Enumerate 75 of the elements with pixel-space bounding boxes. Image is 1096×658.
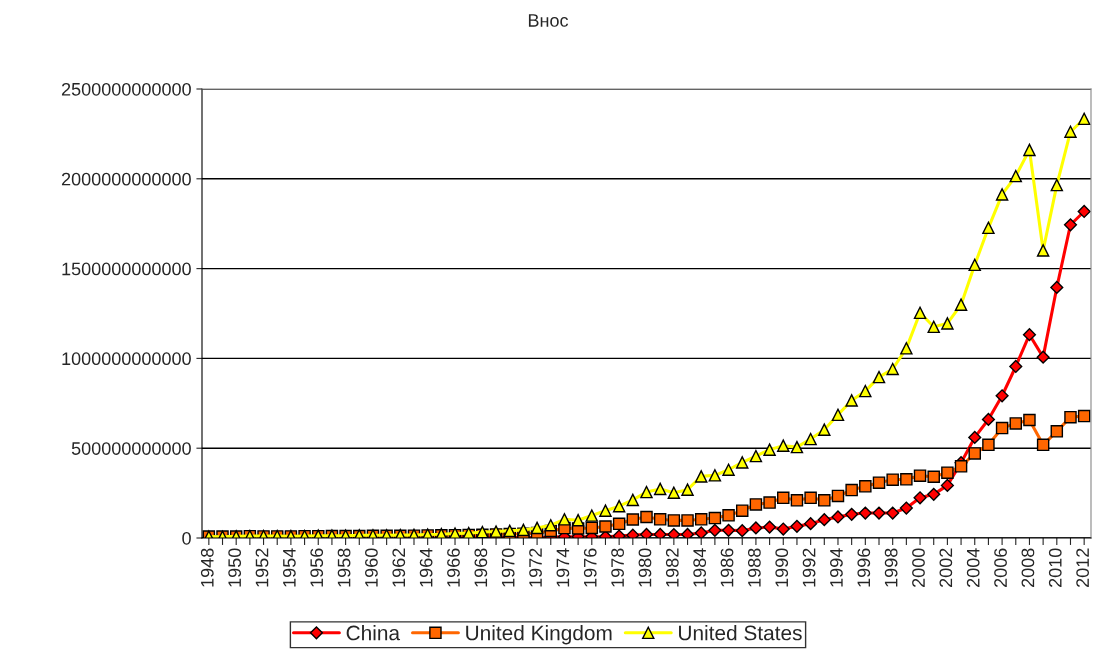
point [790,519,804,533]
x-tick-label: 1982 [665,548,679,587]
x-tick-label: 1986 [720,548,734,587]
x-tick-label: 1998 [884,548,898,587]
y-tick-label: 2500000000000 [61,82,191,96]
point [886,506,900,520]
x-tick-label: 1976 [583,548,597,587]
x-tick-label: 1992 [802,548,816,587]
point [981,412,996,427]
y-tick-label: 1000000000000 [62,352,191,366]
point [721,523,736,537]
point [667,527,681,538]
x-tick-label: 2004 [966,548,980,587]
legend-label: United Kingdom [466,625,612,645]
x-tick-label: 1948 [200,548,214,587]
point [749,521,763,535]
x-tick-label: 1968 [474,548,488,587]
point [845,507,859,521]
x-tick-label: 2000 [912,548,925,587]
x-tick-label: 1984 [693,548,707,587]
point [639,527,654,538]
x-tick-label: 1970 [501,548,515,587]
x-tick-label: 1996 [857,548,871,587]
legend-label: China [346,625,401,641]
x-tick-label: 1956 [310,548,324,587]
point [804,517,818,531]
point [858,506,872,520]
x-tick-label: 1980 [638,548,652,587]
point [899,501,913,515]
x-tick-label: 1954 [282,548,296,587]
x-tick-label: 1974 [556,548,570,587]
x-tick-label: 1978 [611,548,624,587]
point [968,430,982,445]
point [735,524,749,538]
x-tick-label: 2002 [939,548,953,587]
point [1050,280,1064,295]
chart-title: Внос [528,14,569,27]
x-tick-label: 2006 [994,548,1007,587]
point [1022,328,1037,342]
point [831,510,845,524]
x-tick-label: 1962 [392,548,406,587]
legend-label: United States [679,625,802,641]
x-tick-label: 1958 [337,548,351,587]
point [913,491,927,505]
point [995,389,1009,403]
point [1077,204,1091,219]
point [763,520,777,534]
point [872,506,886,520]
point [680,527,695,538]
y-tick-label: 0 [182,531,191,545]
y-tick-label: 2000000000000 [61,172,191,186]
x-tick-label: 1960 [365,548,378,587]
x-tick-label: 2012 [1076,548,1090,587]
x-tick-label: 1964 [419,548,433,587]
point [776,522,790,536]
point [940,478,954,492]
point [1063,218,1078,232]
x-tick-label: 1994 [830,548,843,587]
point [927,487,941,501]
point [817,513,831,527]
x-tick-label: 1988 [747,548,761,587]
x-tick-label: 1966 [447,548,460,587]
point [1036,350,1050,364]
x-tick-label: 1990 [775,548,789,587]
x-tick-label: 2010 [1048,548,1062,587]
x-tick-label: 1952 [255,548,269,587]
x-tick-label: 2008 [1021,548,1035,587]
y-tick-label: 1500000000000 [62,262,191,276]
point [708,523,722,537]
point [1009,359,1023,374]
point [694,526,708,538]
point [653,527,667,538]
x-tick-label: 1950 [228,548,242,587]
y-tick-label: 500000000000 [71,442,191,455]
x-tick-label: 1972 [529,548,542,587]
